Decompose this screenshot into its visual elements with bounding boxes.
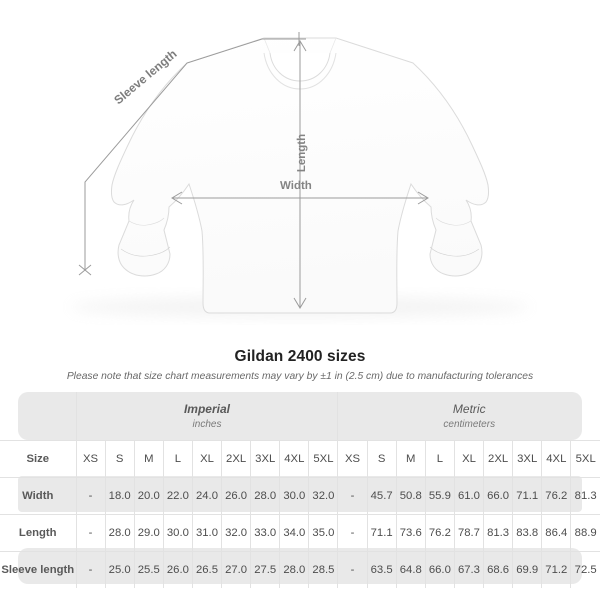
svg-text:Width: Width [280,180,312,192]
svg-text:Length: Length [296,134,308,172]
